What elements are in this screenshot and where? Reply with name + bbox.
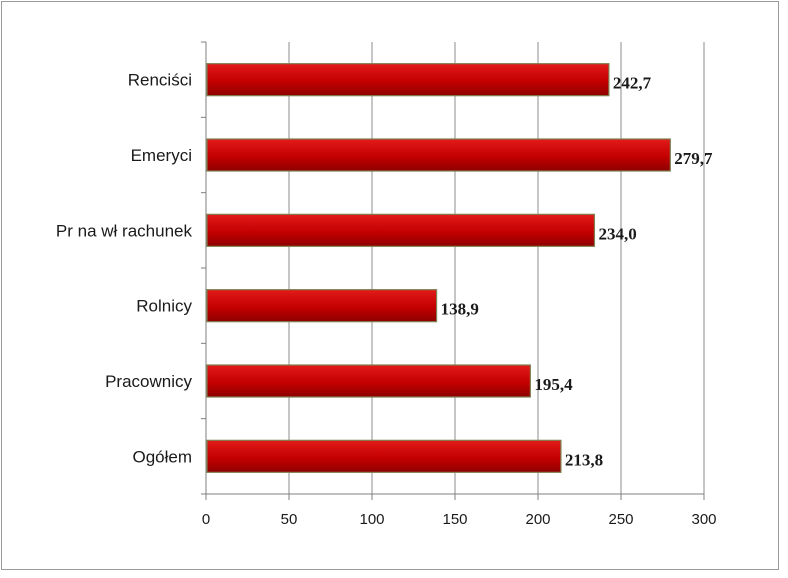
x-tick-label: 100: [359, 511, 384, 528]
category-label: Rolnicy: [136, 297, 192, 316]
x-tick-label: 250: [608, 511, 633, 528]
category-label: Emeryci: [131, 146, 192, 165]
x-tick-label: 50: [281, 511, 298, 528]
category-label: Renciści: [128, 71, 192, 90]
gridlines: [288, 42, 705, 494]
labels: 0 50 100 150 200 250 300 Renciści 242,7 Emeryci 27…: [56, 71, 717, 528]
x-tick-label: 150: [442, 511, 467, 528]
data-label: 279,7: [674, 149, 713, 168]
data-label: 195,4: [534, 375, 573, 394]
bars: [206, 63, 671, 473]
bar: [206, 289, 438, 323]
data-label: 234,0: [598, 224, 636, 243]
data-label: 242,7: [613, 74, 652, 93]
category-label: Ogółem: [132, 447, 192, 466]
bar: [206, 138, 671, 172]
data-label: 213,8: [565, 450, 603, 469]
x-tick-label: 0: [202, 511, 210, 528]
bar: [206, 439, 562, 473]
x-tick-label: 300: [691, 511, 716, 528]
category-label: Pracownicy: [105, 372, 192, 391]
bar: [206, 213, 596, 247]
axes: [201, 41, 705, 500]
bar: [206, 63, 610, 97]
data-label: 138,9: [441, 300, 479, 319]
category-label: Pr na wł rachunek: [56, 221, 193, 240]
bar: [206, 364, 531, 398]
x-tick-label: 200: [525, 511, 550, 528]
